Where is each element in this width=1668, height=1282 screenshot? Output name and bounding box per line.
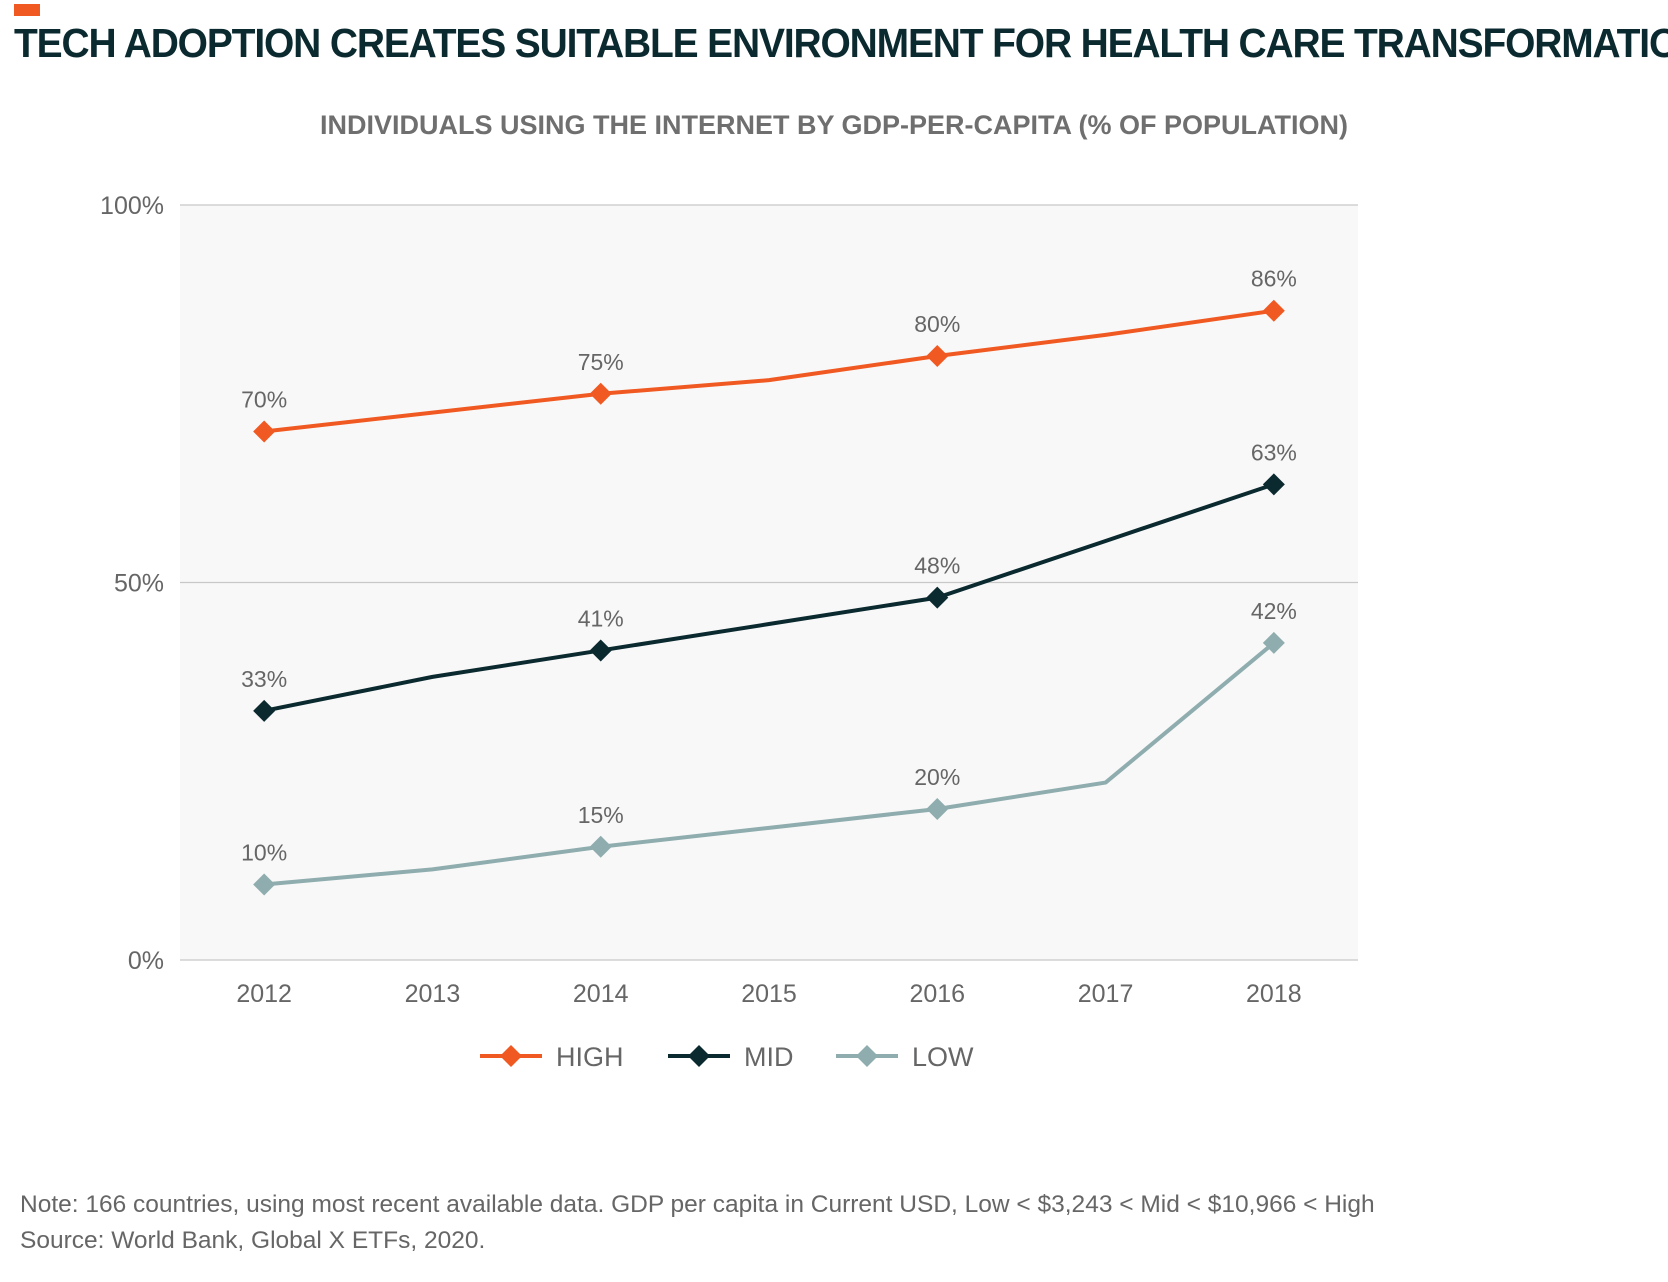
y-tick-label: 50% (114, 570, 164, 598)
data-point-low (589, 835, 612, 858)
legend-marker-mid (688, 1045, 710, 1067)
data-point-mid (253, 699, 276, 722)
y-tick-label: 100% (100, 192, 164, 220)
x-tick-label: 2014 (573, 980, 629, 1008)
accent-bar (14, 4, 40, 16)
data-label-mid: 48% (914, 553, 960, 579)
footnote: Note: 166 countries, using most recent a… (20, 1187, 1375, 1259)
data-label-low: 15% (578, 802, 624, 828)
chart-title: INDIVIDUALS USING THE INTERNET BY GDP-PE… (319, 110, 1349, 140)
note-text: Note: 166 countries, using most recent a… (20, 1191, 1375, 1218)
legend-marker-high (500, 1045, 522, 1067)
data-point-mid (589, 639, 612, 662)
data-point-low (253, 873, 276, 896)
data-label-low: 20% (914, 764, 960, 790)
data-label-low: 10% (241, 840, 287, 866)
x-tick-label: 2015 (741, 980, 797, 1008)
legend-label-mid: MID (744, 1042, 794, 1072)
source-text: Source: World Bank, Global X ETFs, 2020. (20, 1227, 486, 1254)
data-point-low (1262, 631, 1285, 654)
series-line-mid (263, 482, 1275, 713)
series-line-low (263, 641, 1276, 887)
data-label-high: 86% (1251, 266, 1297, 292)
data-label-mid: 63% (1251, 439, 1297, 465)
page-title: TECH ADOPTION CREATES SUITABLE ENVIRONME… (14, 20, 1668, 66)
x-tick-label: 2012 (236, 980, 292, 1008)
data-label-high: 70% (241, 387, 287, 413)
data-point-high (926, 345, 949, 367)
data-point-mid (926, 586, 949, 609)
data-label-low: 42% (1251, 598, 1297, 624)
y-tick-label: 0% (128, 947, 164, 975)
legend-label-low: LOW (912, 1042, 974, 1072)
data-point-low (926, 798, 949, 820)
x-tick-label: 2018 (1246, 980, 1302, 1008)
series-line-high (263, 308, 1275, 434)
x-tick-label: 2017 (1078, 980, 1134, 1008)
data-point-mid (1262, 473, 1285, 496)
legend-marker-low (856, 1045, 878, 1067)
data-point-high (589, 382, 612, 405)
data-point-high (253, 420, 276, 443)
data-label-high: 75% (578, 349, 624, 375)
data-label-mid: 33% (241, 666, 287, 692)
data-point-high (1262, 299, 1285, 322)
x-tick-label: 2013 (405, 980, 461, 1008)
x-tick-label: 2016 (909, 980, 965, 1008)
data-label-mid: 41% (578, 605, 624, 631)
legend-label-high: HIGH (556, 1042, 624, 1072)
data-label-high: 80% (914, 311, 960, 337)
